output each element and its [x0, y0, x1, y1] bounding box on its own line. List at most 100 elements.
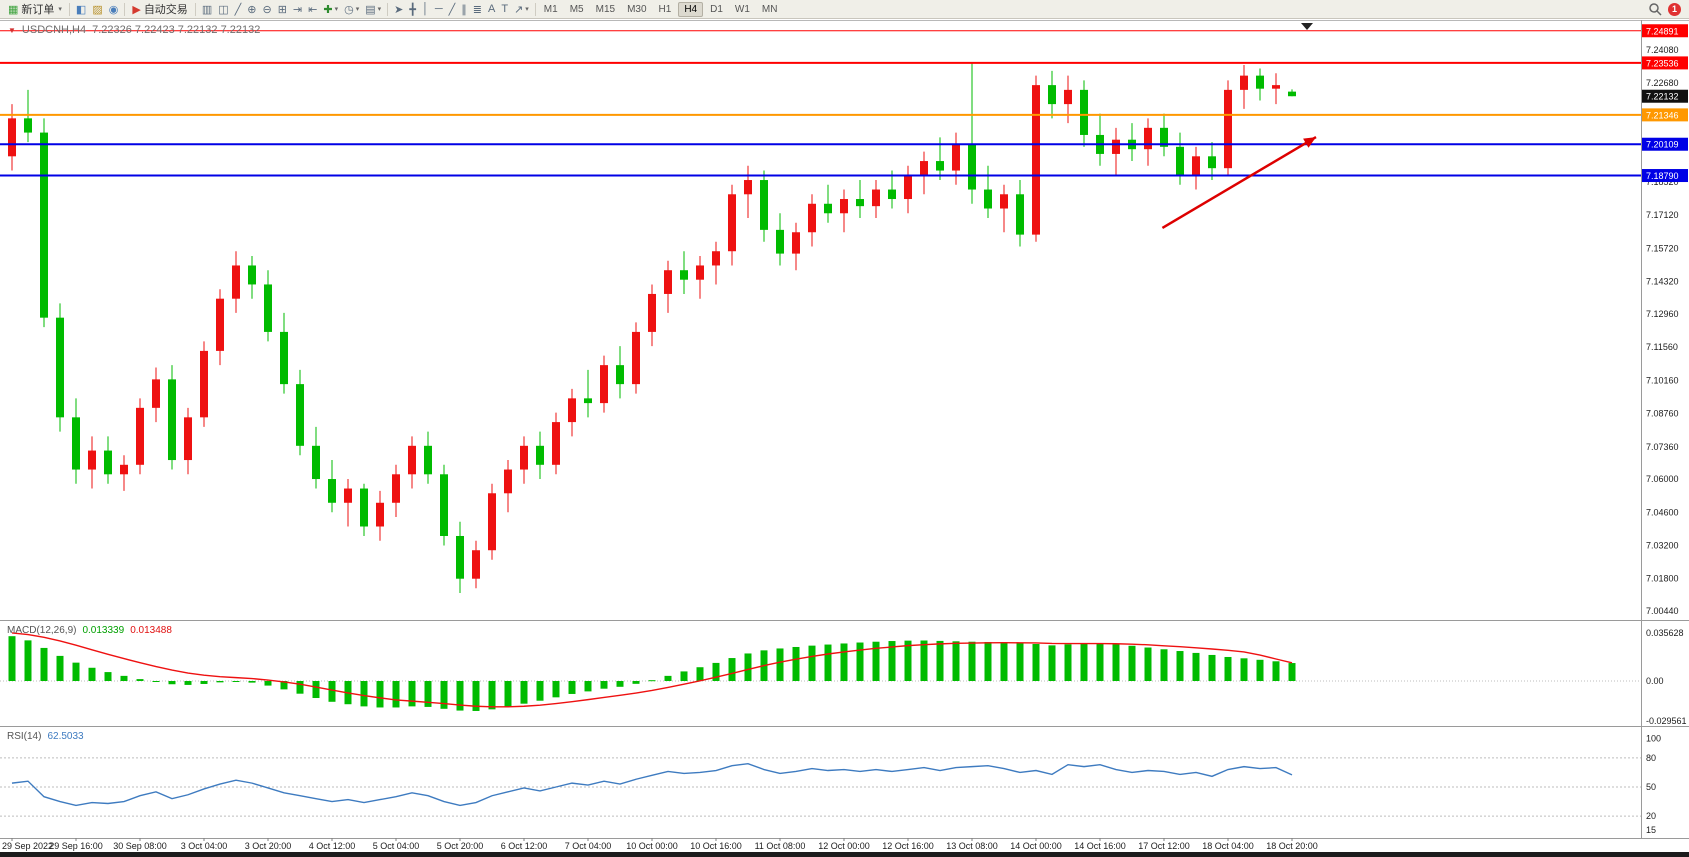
new-order-label: 新订单 [21, 4, 55, 16]
indicators-icon[interactable]: ✚ ▾ [320, 1, 341, 17]
candle [824, 203, 832, 214]
macd-histogram-bar [968, 641, 976, 681]
timeframe-w1-button[interactable]: W1 [734, 3, 750, 15]
macd-signal-line [11, 632, 1293, 708]
macd-histogram-bar [664, 675, 672, 681]
candlestick-chart-icon[interactable]: ◫ [215, 1, 231, 17]
new-chart-icon[interactable]: ◧ [73, 1, 89, 17]
macd-histogram-bar [504, 681, 512, 707]
timeframe-d1-button[interactable]: D1 [710, 3, 723, 15]
candle [952, 144, 960, 171]
date-label: 11 Oct 08:00 [755, 841, 806, 851]
toolbar-separator [387, 2, 389, 16]
macd-histogram-bar [728, 658, 736, 681]
price-axis-label: 7.08760 [1646, 409, 1679, 419]
auto-scroll-icon[interactable]: ⇥ [290, 1, 305, 17]
price-badge [1642, 108, 1688, 122]
horizontal-line-icon[interactable]: ─ [432, 1, 446, 17]
trendline-icon[interactable]: ╱ [446, 1, 459, 17]
auto-scroll-icon: ⇥ [292, 3, 303, 16]
candle [792, 232, 800, 254]
macd-histogram-bar [520, 681, 528, 704]
macd-histogram-bar [552, 681, 560, 698]
candle [8, 118, 16, 157]
macd-histogram-bar [24, 640, 32, 681]
macd-histogram-bar [1240, 658, 1248, 681]
bar-chart-icon[interactable]: ▥ [199, 1, 215, 17]
macd-histogram-bar [392, 681, 400, 708]
new-chart-icon: ◧ [75, 3, 87, 16]
macd-histogram-bar [872, 641, 880, 681]
zoom-in-icon: ⊕ [247, 3, 257, 16]
timeframe-m15-button[interactable]: M15 [595, 3, 616, 15]
price-badge-label: 7.21346 [1646, 110, 1679, 120]
macd-name: MACD(12,26,9) [7, 625, 77, 636]
notification-badge[interactable]: 1 [1668, 2, 1681, 16]
macd-histogram-bar [296, 681, 304, 694]
tile-windows-icon[interactable]: ⊞ [275, 1, 290, 17]
macd-axis-label: -0.029561 [1646, 716, 1687, 726]
macd-histogram-bar [648, 680, 656, 682]
trend-arrow[interactable] [1161, 136, 1317, 230]
candle [1064, 89, 1072, 105]
crosshair-icon[interactable]: ╋ [406, 1, 419, 17]
price-badge [1642, 24, 1688, 38]
text-icon[interactable]: A [485, 1, 498, 17]
candle [696, 265, 704, 280]
candle [776, 229, 784, 254]
cursor-icon[interactable]: ➤ [391, 1, 406, 17]
candle [1080, 89, 1088, 135]
macd-histogram-bar [856, 642, 864, 681]
candle [56, 317, 64, 418]
candle [1000, 194, 1008, 209]
timeframe-m1-button[interactable]: M1 [543, 3, 558, 15]
periods-icon[interactable]: ◷ ▾ [341, 1, 362, 17]
arrows-icon[interactable]: ↗ ▾ [511, 1, 532, 17]
vertical-line-icon[interactable]: │ [419, 1, 432, 17]
macd-histogram-bar [616, 681, 624, 687]
date-label: 10 Oct 00:00 [626, 841, 678, 851]
price-badge-label: 7.22132 [1646, 92, 1679, 102]
new-order-button[interactable]: ▦ 新订单 ▾ [4, 1, 66, 17]
timeframe-m30-button[interactable]: M30 [627, 3, 647, 15]
search-button[interactable] [1646, 2, 1664, 16]
price-axis-label: 7.22680 [1646, 78, 1679, 88]
rsi-axis-label: 20 [1646, 811, 1656, 821]
macd-histogram-bar [376, 681, 384, 708]
line-chart-icon[interactable]: ╱ [232, 1, 245, 17]
chevron-down-icon: ▾ [58, 6, 62, 13]
candle [1160, 127, 1168, 147]
timeframe-h1-button[interactable]: H1 [658, 3, 672, 15]
new-order-icon: ▦ [8, 3, 19, 16]
date-label: 12 Oct 16:00 [882, 841, 934, 851]
candle [1176, 146, 1184, 176]
date-label: 17 Oct 12:00 [1138, 841, 1190, 851]
timeframe-mn-button[interactable]: MN [761, 3, 778, 15]
fibonacci-icon[interactable]: ≣ [470, 1, 485, 17]
macd-signal-value: 0.013488 [130, 625, 172, 636]
templates-icon[interactable]: ▤ ▾ [362, 1, 384, 17]
timeframe-h4-button[interactable]: H4 [678, 1, 704, 17]
horizontal-line-icon: ─ [434, 3, 443, 15]
macd-histogram-bar [952, 641, 960, 681]
profiles-icon[interactable]: ▨ [89, 1, 105, 17]
zoom-out-icon[interactable]: ⊖ [259, 1, 274, 17]
candle [1272, 85, 1280, 89]
candle [872, 189, 880, 207]
chart-shift-icon[interactable]: ⇤ [305, 1, 320, 17]
timeframe-m5-button[interactable]: M5 [569, 3, 584, 15]
text-label-icon[interactable]: T [498, 1, 511, 17]
candle [1240, 75, 1248, 90]
candle [408, 445, 416, 475]
candle [856, 199, 864, 207]
channel-icon[interactable]: ∥ [458, 1, 470, 17]
macd-histogram-bar [328, 681, 336, 702]
auto-trading-button[interactable]: ▶ 自动交易 [128, 1, 191, 17]
chart-shift-marker[interactable] [1301, 23, 1313, 30]
chevron-down-icon: ▾ [525, 6, 529, 13]
macd-histogram-bar [8, 636, 16, 681]
refresh-icon[interactable]: ◉ [106, 1, 122, 17]
candle [648, 293, 656, 332]
zoom-in-icon[interactable]: ⊕ [244, 1, 259, 17]
